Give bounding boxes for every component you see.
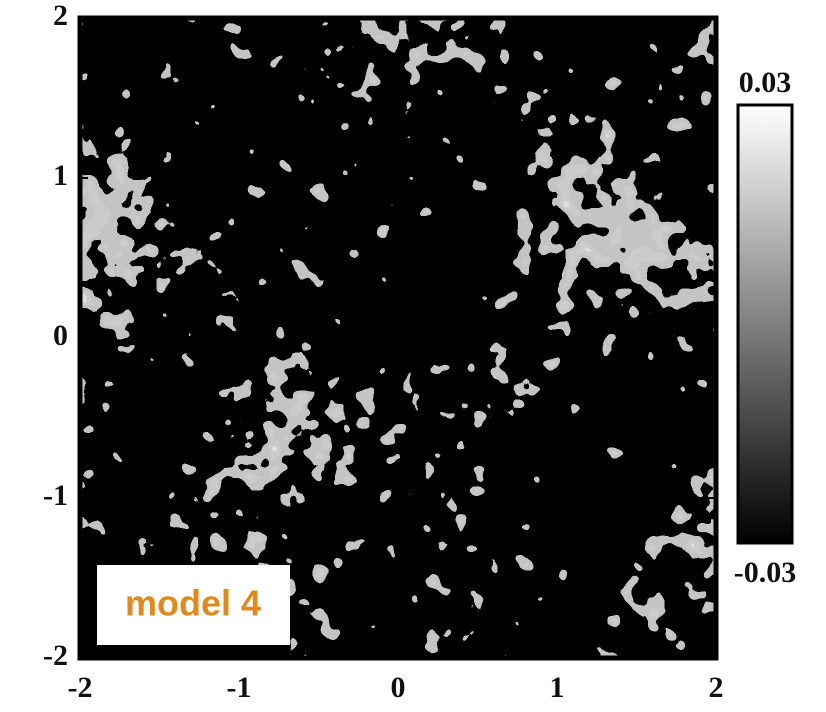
heatmap-field <box>80 18 716 658</box>
x-tick-label: 1 <box>550 671 565 704</box>
y-tick-label: -2 <box>43 639 68 672</box>
x-tick-label: -2 <box>68 671 93 704</box>
y-tick-label: 1 <box>53 159 68 192</box>
annotation: model 4 <box>125 583 261 624</box>
colorbar <box>736 103 794 545</box>
y-tick-label: -1 <box>43 479 68 512</box>
y-tick-label: 0 <box>53 319 68 352</box>
x-tick-label: 2 <box>709 671 724 704</box>
y-tick-label: 2 <box>53 0 68 32</box>
x-tick-label: 0 <box>391 671 406 704</box>
colorbar-tick-label: -0.03 <box>734 556 797 589</box>
annotation-box <box>97 565 290 645</box>
colorbar-tick-label: 0.03 <box>739 66 792 99</box>
x-tick-label: -1 <box>227 671 252 704</box>
